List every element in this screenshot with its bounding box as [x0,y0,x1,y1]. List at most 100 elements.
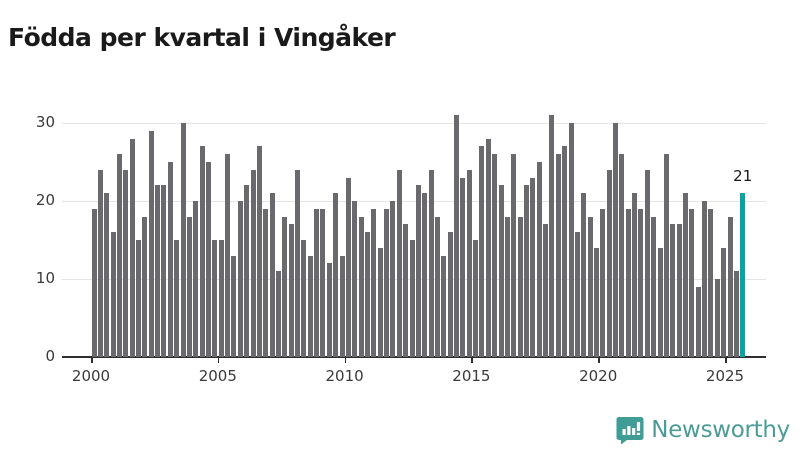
bar [625,208,631,357]
bar [199,146,205,357]
bar [651,216,657,357]
bar [492,154,498,357]
bar [396,169,402,357]
y-axis-tick-label: 10 [35,269,55,287]
bar [167,162,173,357]
x-axis-tick-label: 2015 [452,367,491,385]
bar [205,162,211,357]
bar [326,263,332,357]
bar [543,224,549,357]
bar [136,240,142,357]
bar [269,193,275,357]
bar [479,146,485,357]
bar [523,185,529,357]
bar [574,232,580,357]
y-axis-tick-label: 0 [45,347,55,365]
bar [409,240,415,357]
bar [155,185,161,357]
bar [682,193,688,357]
bar [619,154,625,357]
bar [702,201,708,357]
bar [186,216,192,357]
bar [390,201,396,357]
x-axis-tick [598,357,600,363]
bar [161,185,167,357]
newsworthy-logo-text: Newsworthy [651,417,790,443]
bar [504,216,510,357]
newsworthy-chart-bubble-icon [616,416,644,445]
bar [517,216,523,357]
bar [142,216,148,357]
bar [581,193,587,357]
bar [600,208,606,357]
bar [371,208,377,357]
bar [403,224,409,357]
bar [288,224,294,357]
gridline [62,123,766,124]
bar [536,162,542,357]
bar [657,247,663,357]
gridline [62,201,766,202]
bar [358,216,364,357]
bar [174,240,180,357]
x-axis-tick-label: 2005 [198,367,237,385]
bar [434,216,440,357]
bar [454,115,460,357]
x-axis-tick [344,357,347,363]
bar [314,208,320,357]
bar [345,177,351,357]
bar [110,232,116,357]
x-axis-tick [91,357,93,363]
bar [644,169,650,357]
bar [587,216,593,357]
bar [727,216,733,357]
newsworthy-logo[interactable]: Newsworthy [616,415,790,445]
bar [606,169,612,357]
bar [256,146,262,357]
bar [638,208,644,357]
bar [282,216,288,357]
bar [676,224,682,357]
bar [555,154,561,357]
x-axis-tick [471,357,473,363]
bar [632,193,638,357]
bar [250,169,256,357]
bar [193,201,199,357]
bar [485,138,491,357]
bar [333,193,339,357]
x-axis-tick-label: 2025 [705,367,745,385]
bar [708,208,714,357]
bar [237,201,243,357]
bar [104,193,110,357]
bar [225,154,231,357]
bar [231,255,237,357]
bar [549,115,555,357]
bar [460,177,466,357]
bar [97,169,103,357]
bar [263,208,269,357]
bar [364,232,370,357]
bar [422,193,428,357]
bar [593,247,599,357]
bar [613,123,619,357]
y-axis-tick-label: 20 [35,191,55,209]
bar [568,123,574,357]
x-axis-line [62,356,766,358]
highlight-value-label: 21 [733,167,753,186]
bar [91,208,97,357]
bar-highlighted [740,193,746,357]
x-axis-tick [217,357,220,363]
bar [384,208,390,357]
y-axis-tick-label: 30 [35,113,55,131]
bar [295,169,301,357]
bar [218,240,224,357]
bar [244,185,250,357]
bar [180,123,186,357]
bar [733,271,739,357]
bar [663,154,669,357]
bar [212,240,218,357]
bar [466,169,472,357]
bar [670,224,676,357]
bar [377,247,383,357]
